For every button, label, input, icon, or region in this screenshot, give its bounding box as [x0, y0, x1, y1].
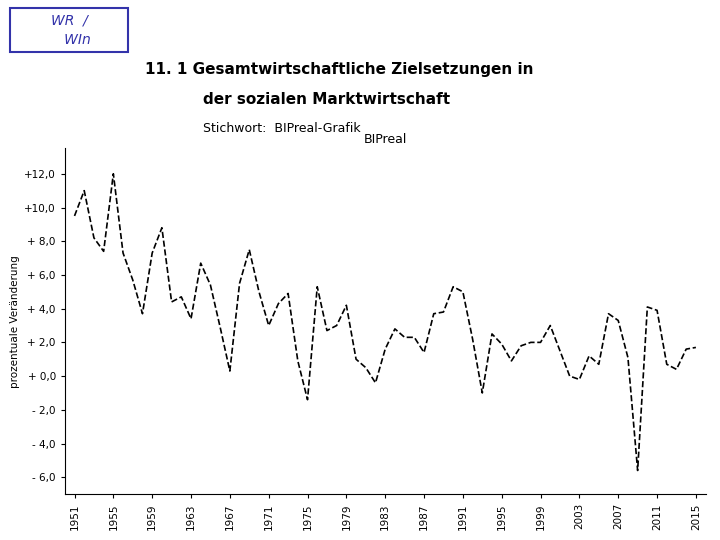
Text: der sozialen Marktwirtschaft: der sozialen Marktwirtschaft — [203, 92, 450, 107]
Text: WIn: WIn — [51, 33, 91, 48]
Text: 11. 1 Gesamtwirtschaftliche Zielsetzungen in: 11. 1 Gesamtwirtschaftliche Zielsetzunge… — [145, 62, 534, 77]
Text: WR  /: WR / — [51, 14, 88, 28]
Text: Stichwort:  BIPreal-Grafik: Stichwort: BIPreal-Grafik — [203, 122, 361, 135]
Text: Digitale Medien – Hilfen bei der Unterrichtsvorbereitung: Digitale Medien – Hilfen bei der Unterri… — [158, 21, 688, 39]
FancyBboxPatch shape — [9, 8, 128, 51]
Text: Harald Weber – Landesbeauftragter für Computereinsatz im Fachunterricht Wirtscha: Harald Weber – Landesbeauftragter für Co… — [70, 515, 650, 525]
Y-axis label: prozentuale Veränderung: prozentuale Veränderung — [10, 255, 20, 388]
Title: BIPreal: BIPreal — [364, 133, 407, 146]
